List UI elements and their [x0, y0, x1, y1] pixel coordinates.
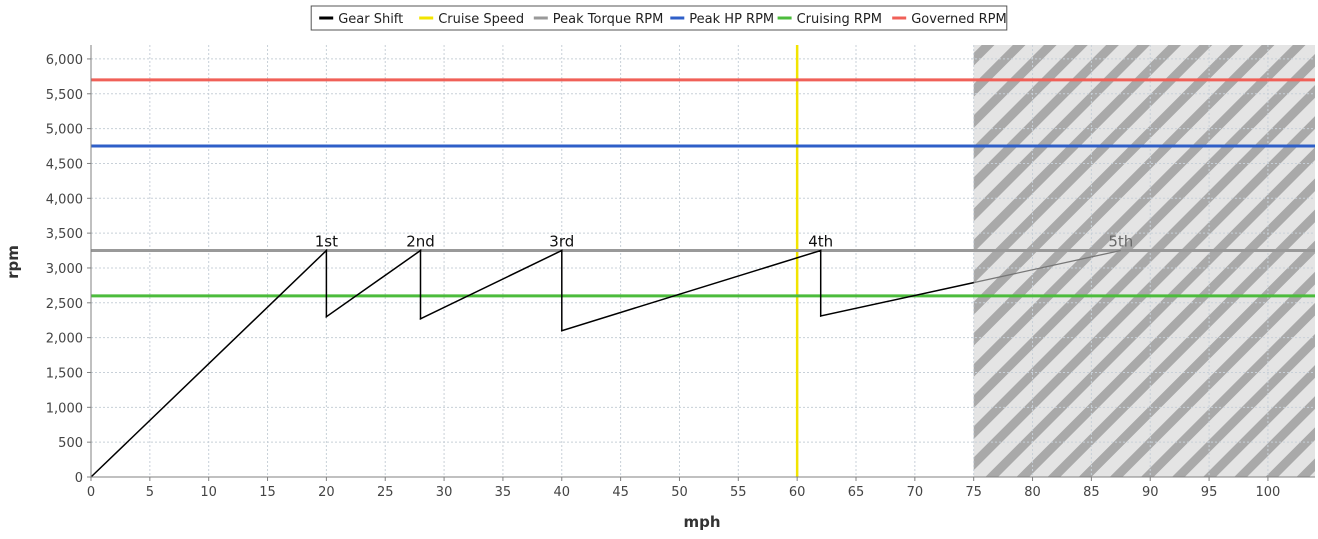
y-axis-title: rpm — [4, 245, 22, 279]
x-tick-label: 65 — [848, 485, 865, 500]
x-tick-label: 40 — [553, 485, 570, 500]
series-line-gear-shift-continuation — [973, 249, 1121, 284]
x-axis-title: mph — [683, 513, 720, 531]
annotation-1st: 1st — [315, 233, 338, 251]
x-tick-label: 60 — [789, 485, 806, 500]
x-tick-label: 70 — [907, 485, 924, 500]
x-tick-label: 95 — [1201, 485, 1218, 500]
y-tick-label: 4,000 — [46, 192, 83, 207]
y-tick-label: 500 — [58, 436, 83, 451]
legend-label-gear-shift: Gear Shift — [338, 12, 403, 27]
x-tick-label: 0 — [87, 485, 95, 500]
legend-label-peak-torque-rpm: Peak Torque RPM — [553, 12, 664, 27]
y-tick-label: 4,500 — [46, 157, 83, 172]
gear-annotations: 1st 2nd 3rd 4th 5th — [315, 233, 1134, 251]
legend-label-cruising-rpm: Cruising RPM — [797, 12, 882, 27]
x-tick-label: 85 — [1083, 485, 1100, 500]
x-tick-label: 90 — [1142, 485, 1159, 500]
gear-shift-point — [325, 315, 328, 318]
y-tick-label: 2,500 — [46, 297, 83, 312]
x-tick-label: 100 — [1256, 485, 1281, 500]
annotation-5th: 5th — [1108, 233, 1133, 251]
y-tick-label: 3,000 — [46, 262, 83, 277]
y-tick-label: 1,500 — [46, 366, 83, 381]
x-tick-label: 35 — [495, 485, 512, 500]
gear-shift-series — [90, 248, 1121, 478]
x-tick-label: 30 — [436, 485, 453, 500]
reference-lines — [91, 45, 1315, 477]
x-tick-label: 45 — [612, 485, 629, 500]
shaded-region — [973, 45, 1315, 477]
shaded-region-rect — [973, 45, 1315, 477]
legend-label-cruise-speed: Cruise Speed — [438, 12, 524, 27]
legend-label-governed-rpm: Governed RPM — [911, 12, 1007, 27]
x-tick-label: 5 — [146, 485, 154, 500]
y-tick-label: 5,000 — [46, 123, 83, 138]
gear-shift-point — [819, 315, 822, 317]
gear-shift-point — [560, 249, 563, 252]
gear-shift-point — [419, 249, 422, 252]
x-tick-label: 15 — [259, 485, 276, 500]
annotation-2nd: 2nd — [406, 233, 435, 251]
gear-shift-point — [325, 249, 328, 252]
legend-label-peak-hp-rpm: Peak HP RPM — [689, 12, 774, 27]
x-tick-label: 20 — [318, 485, 335, 500]
x-tick-label: 75 — [965, 485, 982, 500]
x-tick-label: 25 — [377, 485, 394, 500]
y-tick-label: 1,000 — [46, 401, 83, 416]
x-tick-label: 55 — [730, 485, 747, 500]
series-line-gear-shift — [90, 248, 974, 478]
y-tick-label: 3,500 — [46, 227, 83, 242]
y-tick-label: 0 — [75, 471, 83, 486]
x-tick-label: 50 — [671, 485, 688, 500]
annotation-4th: 4th — [808, 233, 833, 251]
gear-shift-point — [819, 249, 822, 252]
y-tick-label: 6,000 — [46, 53, 83, 68]
y-tick-label: 5,500 — [46, 88, 83, 103]
x-tick-label: 10 — [200, 485, 217, 500]
x-tick-label: 80 — [1024, 485, 1041, 500]
annotation-3rd: 3rd — [549, 233, 574, 251]
gear-shift-point — [560, 329, 563, 332]
legend: Gear Shift Cruise Speed Peak Torque RPM Pea… — [310, 5, 1008, 31]
axes: 0 5 10 15 20 25 30 35 40 45 50 55 60 65 70 75 80 85 90 95 10… — [46, 45, 1315, 500]
gear-shift-point — [419, 318, 422, 320]
y-tick-label: 2,000 — [46, 332, 83, 347]
